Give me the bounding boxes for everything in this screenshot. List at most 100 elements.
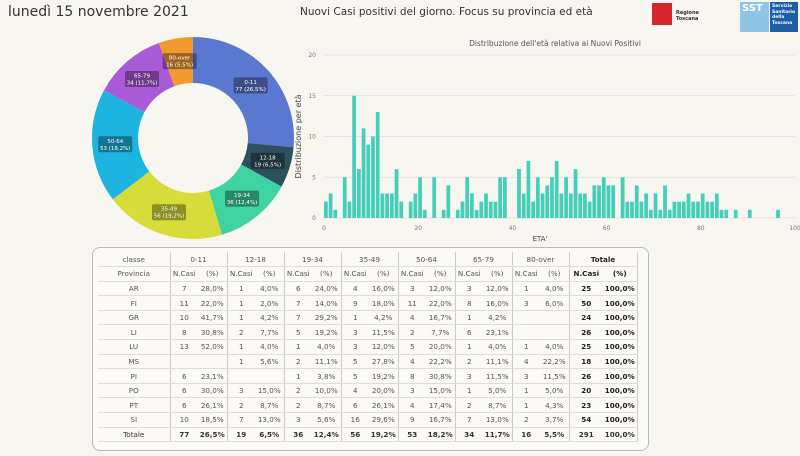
chart-title: Distribuzione dell'età relativa ai Nuovi… (469, 39, 641, 48)
ncasi-cell: 1 (227, 310, 255, 326)
ncasi-cell: 2 (455, 397, 483, 414)
pct-cell: 18,5% (198, 412, 228, 428)
ncasi-cell: 8 (170, 324, 198, 341)
pct-cell: 16,7% (426, 310, 456, 326)
pct-cell: 11,7% (483, 426, 513, 443)
province-cell: FI (98, 295, 171, 311)
ncasi-cell: 1 (455, 383, 483, 399)
pct-cell: 23,1% (483, 324, 513, 341)
pct-cell: 11,5% (540, 368, 570, 384)
ncasi-cell: 3 (398, 383, 426, 399)
histogram-bar (394, 169, 399, 218)
pct-cell: 7,7% (426, 324, 456, 341)
province-cell: PO (98, 383, 171, 399)
ncasi-cell: 4 (398, 397, 426, 414)
pct-cell: 100,0% (603, 310, 638, 326)
pct-cell: 4,0% (312, 339, 342, 355)
histogram-bar (776, 209, 780, 218)
pct-cell: 22,0% (198, 295, 228, 311)
ncasi-cell: 11 (398, 295, 426, 311)
histogram-bar (484, 193, 488, 218)
pct-cell: 41,7% (198, 310, 228, 326)
table-row: PI 6 23,1% 1 3,8% 5 19,2% 8 30,8% 3 11,5% 3 11,5% 26 1… (98, 368, 638, 384)
pct-cell: 14,0% (312, 295, 342, 311)
group-header: 65-79 (455, 252, 513, 268)
ncasi-cell: 16 (341, 412, 369, 428)
province-cell: LU (98, 339, 171, 355)
pct-cell: 4,2% (369, 310, 399, 326)
ncasi-cell: 54 (569, 412, 603, 428)
ncasi-cell: 8 (455, 295, 483, 311)
ncasi-cell: 2 (455, 354, 483, 370)
histogram-bar (408, 201, 413, 218)
ncasi-cell: 2 (227, 397, 255, 414)
ncasi-cell: 26 (569, 324, 603, 341)
pct-cell (540, 324, 570, 341)
y-tick-label: 20 (308, 52, 316, 59)
ncasi-cell: 56 (341, 426, 369, 443)
sst-mark: SST (740, 2, 769, 32)
histogram-bar (724, 209, 729, 218)
y-tick-label: 5 (312, 174, 316, 181)
ncasi-cell: 6 (170, 397, 198, 414)
cases-table: classe 0-11 12-18 19-34 35-49 50-64 65-79 80-ov… (98, 252, 638, 443)
x-tick-label: 80 (697, 225, 705, 232)
donut-slice-50-64 (92, 90, 150, 200)
pct-cell: 19,2% (312, 324, 342, 341)
logo-text: Regione Toscana (676, 10, 699, 22)
pct-cell: 3,7% (540, 412, 570, 428)
table-row: AR 7 28,0% 1 4,0% 6 24,0% 4 16,0% 3 12,0% 3 12,0% 1 4,… (98, 281, 638, 297)
histogram-bar (587, 201, 592, 218)
y-tick-label: 10 (308, 134, 316, 141)
pct-cell: 29,2% (312, 310, 342, 326)
y-tick-label: 0 (312, 215, 316, 222)
ncasi-cell: 7 (284, 295, 312, 311)
histogram-bar (517, 169, 521, 218)
ncasi-cell: 8 (398, 368, 426, 384)
ncasi-cell: 25 (569, 339, 603, 355)
sub-header-ncasi: N.Casi (284, 266, 312, 282)
corner-classe: classe (98, 252, 171, 268)
pct-cell: 100,0% (603, 412, 638, 428)
x-tick-label: 100 (789, 225, 800, 232)
header-row-classe: classe 0-11 12-18 19-34 35-49 50-64 65-79 80-ov… (98, 252, 638, 268)
ncasi-cell: 1 (227, 295, 255, 311)
ncasi-cell (512, 324, 540, 341)
table-row: LI 8 30,8% 2 7,7% 5 19,2% 3 11,5% 2 7,7% 6 23,1% 26 10… (98, 324, 638, 341)
histogram-bar (441, 209, 446, 218)
pct-cell (198, 354, 228, 370)
group-header: 12-18 (227, 252, 285, 268)
ncasi-cell: 19 (227, 426, 255, 443)
ncasi-cell: 1 (455, 310, 483, 326)
pct-cell: 28,0% (198, 281, 228, 297)
ncasi-cell: 1 (512, 339, 540, 355)
pct-cell (255, 368, 285, 384)
pct-cell: 100,0% (603, 354, 638, 370)
histogram-bar (413, 193, 418, 218)
ncasi-cell: 3 (341, 324, 369, 341)
ncasi-cell: 6 (284, 281, 312, 297)
ncasi-cell: 3 (398, 281, 426, 297)
sub-header-ncasi: N.Casi (170, 266, 198, 282)
histogram-bar (620, 177, 625, 218)
histogram-bar (366, 144, 371, 218)
histogram-bar (356, 169, 361, 218)
page-title: Nuovi Casi positivi del giorno. Focus su… (300, 6, 593, 18)
ncasi-cell: 3 (227, 383, 255, 399)
histogram-bar (531, 201, 536, 218)
histogram-bar (470, 193, 474, 218)
table-row: SI 10 18,5% 7 13,0% 3 5,6% 16 29,6% 9 16,7% 7 13,0% 2… (98, 412, 638, 428)
ncasi-cell: 2 (512, 412, 540, 428)
ncasi-cell: 1 (284, 339, 312, 355)
pct-cell: 11,5% (369, 324, 399, 341)
histogram-bar (611, 185, 616, 218)
slice-label-category: 0-11 (244, 80, 256, 86)
pct-cell: 26,5% (198, 426, 228, 443)
ncasi-cell: 1 (227, 354, 255, 370)
histogram-bar (389, 193, 394, 218)
histogram-bar (625, 201, 630, 218)
pct-cell: 11,1% (312, 354, 342, 370)
pct-cell: 5,0% (540, 383, 570, 399)
province-cell: MS (98, 354, 171, 370)
ncasi-cell: 1 (284, 368, 312, 384)
